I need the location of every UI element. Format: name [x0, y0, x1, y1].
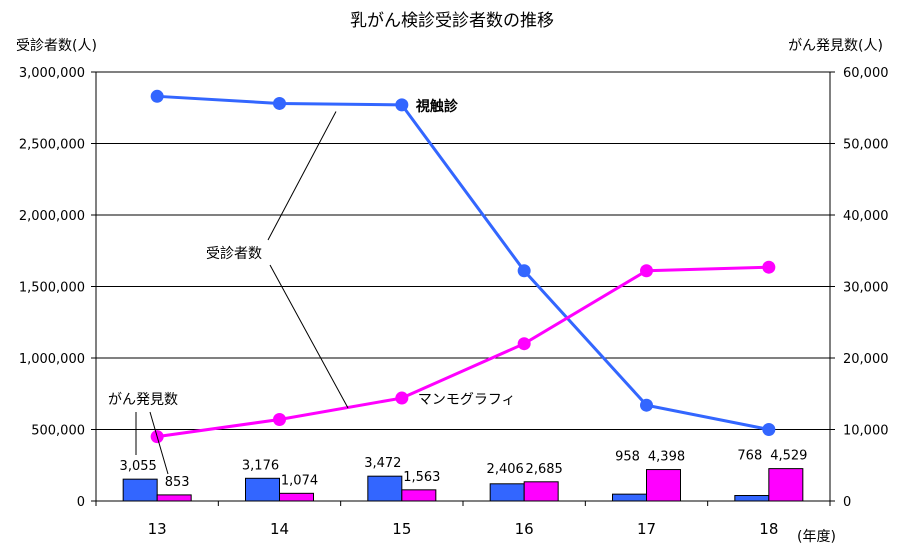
- bar: [367, 475, 403, 502]
- left-axis-title: 受診者数(人): [16, 38, 97, 54]
- y-right-tick-label: 60,000: [843, 66, 889, 81]
- line-point: [150, 89, 164, 103]
- bar: [768, 468, 804, 502]
- y-left-tick-label: 1,500,000: [19, 281, 85, 296]
- bar-value-label: 958: [615, 450, 640, 465]
- y-right-tick-label: 20,000: [843, 352, 889, 367]
- line-point: [273, 412, 286, 426]
- bar-value-label: 3,176: [242, 458, 279, 473]
- bar: [523, 481, 559, 502]
- y-right-tick-label: 30,000: [843, 281, 889, 296]
- bar: [489, 483, 525, 502]
- bar: [245, 477, 280, 502]
- line-group-annotation: 受診者数: [206, 246, 262, 262]
- x-tick-label: 16: [515, 520, 534, 538]
- x-tick-label: 13: [148, 520, 167, 538]
- line-point: [395, 391, 409, 405]
- bar: [156, 494, 192, 502]
- bar-value-label: 1,563: [403, 470, 440, 485]
- y-left-tick-label: 3,000,000: [19, 66, 85, 81]
- bar-value-label: 4,398: [648, 450, 685, 465]
- bar: [279, 492, 314, 502]
- line-point: [517, 264, 531, 278]
- line-point: [640, 264, 653, 278]
- line-point: [273, 96, 286, 110]
- bar-group-annotation: がん発見数: [108, 392, 178, 408]
- plot-area: 0 0 500,000 10,000 1,000,000 20,000 1,500,000 3…: [19, 66, 889, 538]
- bar-value-label: 3,472: [364, 456, 401, 471]
- y-right-tick-label: 50,000: [843, 138, 889, 153]
- line-point: [762, 260, 776, 274]
- y-left-tick-label: 0: [77, 495, 85, 510]
- x-tick-label: 17: [637, 520, 656, 538]
- x-tick-label: 18: [759, 520, 778, 538]
- y-left-tick-label: 2,500,000: [19, 138, 85, 153]
- bar-value-label: 768: [737, 449, 762, 464]
- y-right-tick-label: 40,000: [843, 209, 889, 224]
- series-label: 視触診: [415, 98, 459, 115]
- bar: [734, 495, 770, 502]
- series-line: [157, 94, 770, 431]
- x-tick-label: 15: [392, 520, 411, 538]
- chart-title: 乳がん検診受診者数の推移: [350, 11, 554, 31]
- line-point: [640, 398, 653, 412]
- y-left-tick-label: 1,000,000: [19, 352, 85, 367]
- annotation-leader-line: [149, 411, 169, 475]
- annotation-leader-line: [269, 264, 349, 409]
- y-right-tick-label: 10,000: [843, 424, 889, 439]
- line-point: [395, 98, 409, 112]
- y-left-tick-label: 500,000: [31, 424, 85, 439]
- x-axis-unit: (年度): [797, 529, 836, 545]
- line-point: [517, 337, 531, 351]
- annotation-leader-line: [267, 111, 337, 241]
- bar: [646, 469, 681, 502]
- bar-value-label: 2,406: [487, 462, 524, 477]
- bar-value-label: 4,529: [770, 449, 807, 464]
- bar: [612, 493, 647, 502]
- bar: [401, 489, 437, 502]
- x-tick-label: 14: [270, 520, 289, 538]
- bar: [122, 478, 158, 502]
- bar-value-label: 3,055: [120, 459, 157, 474]
- line-point: [762, 423, 776, 436]
- bar-value-label: 2,685: [526, 462, 563, 477]
- right-axis-title: がん発見数(人): [788, 38, 883, 54]
- series-label: マンモグラフィ: [418, 392, 516, 408]
- y-right-tick-label: 0: [843, 495, 851, 510]
- bar-value-label: 853: [165, 475, 190, 490]
- bar-value-label: 1,074: [281, 473, 318, 488]
- series-line: [156, 265, 769, 439]
- y-left-tick-label: 2,000,000: [19, 209, 85, 224]
